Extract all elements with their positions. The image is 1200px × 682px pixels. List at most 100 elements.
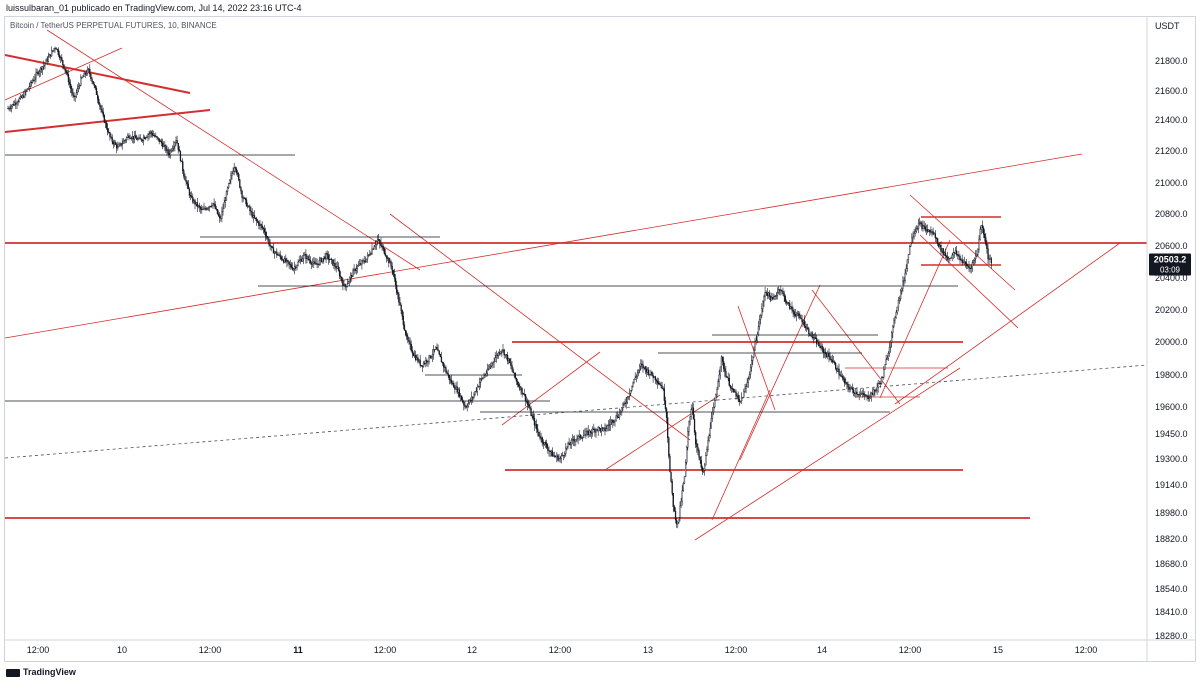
candle-body (550, 450, 552, 452)
candle-body (216, 209, 219, 215)
candle-body (717, 381, 719, 390)
candle-body (877, 383, 879, 388)
candle-body (417, 357, 419, 362)
candle-body (945, 255, 948, 258)
candle-body (446, 371, 448, 374)
tradingview-logo[interactable]: TradingView (6, 667, 76, 677)
trend-line (4, 109, 211, 133)
candle-body (346, 283, 348, 287)
candle-body (829, 356, 831, 360)
candle-body (539, 435, 541, 439)
candle-body (916, 228, 919, 230)
candle-body (480, 378, 482, 383)
candle-body (823, 351, 826, 354)
candle-body (875, 390, 877, 392)
candle-body (461, 395, 463, 401)
candle-body (462, 399, 464, 403)
candle-body (370, 253, 372, 255)
candle-body (433, 349, 435, 355)
candle-body (272, 247, 275, 254)
candle-body (195, 202, 197, 205)
candle-body (665, 408, 668, 418)
candle-body (127, 135, 129, 138)
candle-body (94, 85, 97, 89)
chart-frame[interactable] (4, 16, 1196, 662)
candle-body (533, 417, 536, 426)
candle-body (203, 207, 205, 210)
candle-body (556, 455, 558, 458)
candle-body (689, 416, 691, 422)
candle-body (391, 266, 393, 271)
time-tick-label: 12:00 (725, 645, 748, 655)
candle-body (108, 131, 110, 133)
candle-body (685, 462, 687, 477)
candle-body (655, 379, 658, 382)
candle-body (256, 218, 258, 222)
candle-body (38, 71, 41, 75)
candle-body (405, 330, 407, 335)
candle-body (400, 304, 402, 311)
candle-body (58, 54, 61, 59)
candle-body (497, 352, 500, 356)
candle-body (454, 387, 456, 390)
candle-body (520, 387, 522, 390)
candle-body (611, 420, 613, 423)
candle-body (725, 371, 727, 377)
candle-body (902, 280, 904, 289)
candle-body (365, 258, 368, 262)
candle-body (238, 173, 240, 180)
candle-body (531, 415, 533, 417)
candle-body (578, 434, 580, 437)
candle-body (695, 432, 697, 445)
candle-body (952, 252, 954, 256)
candle-body (576, 438, 578, 440)
candle-body (10, 105, 12, 109)
candle-body (257, 220, 259, 223)
candle-body (965, 261, 967, 264)
candle-body (817, 342, 819, 345)
candle-body (121, 143, 123, 146)
candle-body (799, 315, 801, 318)
candle-body (532, 415, 534, 419)
candle-body (707, 440, 709, 450)
candle-body (795, 314, 798, 317)
candle-body (601, 428, 603, 432)
candle-body (794, 314, 797, 317)
trend-line (737, 305, 776, 411)
candle-body (827, 353, 829, 357)
candle-body (220, 217, 222, 219)
candle-body (672, 493, 674, 507)
candle-body (293, 268, 295, 270)
candle-body (245, 199, 248, 207)
candle-body (142, 137, 145, 141)
candle-body (420, 365, 422, 367)
candle-body (54, 47, 56, 49)
candle-body (873, 389, 875, 395)
candle-body (914, 231, 916, 234)
trend-line (694, 367, 961, 541)
candle-body (345, 286, 347, 288)
candle-body (448, 375, 450, 380)
candle-body (151, 133, 154, 136)
candle-body (820, 345, 822, 349)
candle-body (366, 255, 369, 260)
candle-body (577, 436, 579, 440)
candle-body (779, 289, 781, 291)
candle-body (743, 391, 745, 398)
candle-body (668, 437, 670, 457)
candle-body (51, 50, 53, 57)
candle-body (730, 387, 733, 389)
candle-body (392, 270, 394, 275)
candle-body (737, 394, 739, 400)
candle-body (84, 72, 86, 75)
candle-body (506, 355, 509, 361)
candle-body (761, 308, 763, 316)
candle-body (463, 401, 465, 406)
candle-body (966, 263, 968, 266)
candle-body (445, 367, 447, 373)
candle-body (412, 353, 415, 356)
candle-body (19, 96, 21, 99)
candle-body (683, 476, 686, 484)
candle-body (658, 383, 660, 385)
